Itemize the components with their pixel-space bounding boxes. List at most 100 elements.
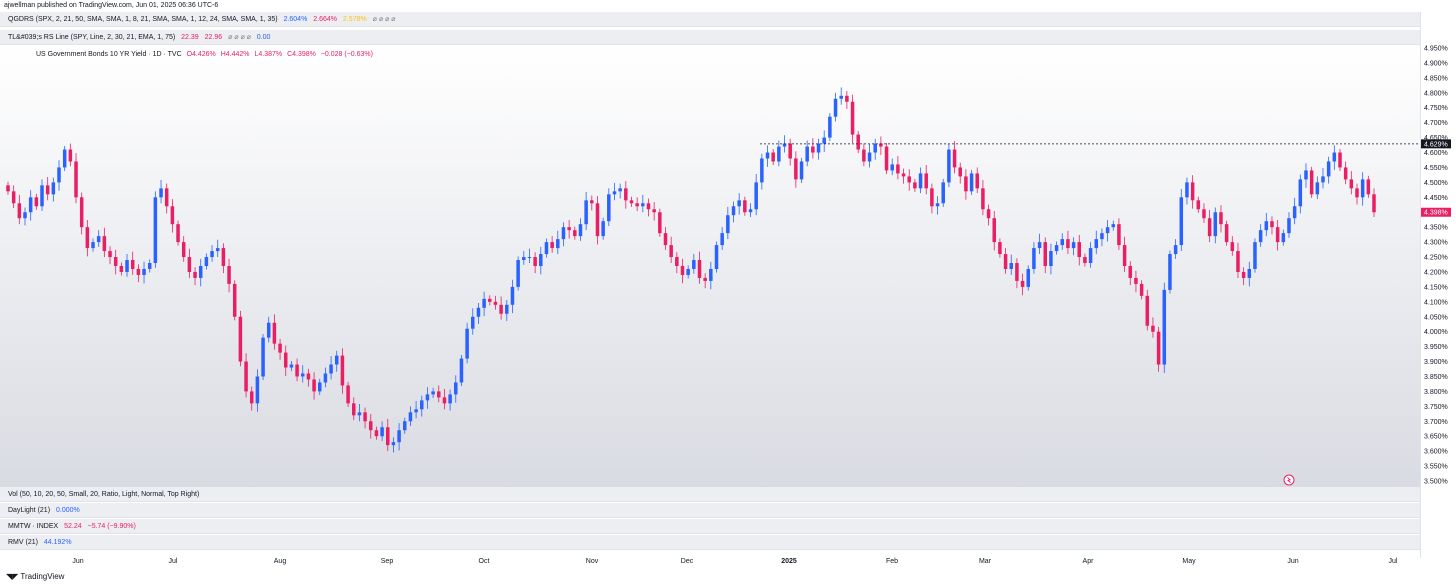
candle-body[interactable] [62,149,67,168]
candle-body[interactable] [1309,170,1314,195]
candle-body[interactable] [765,152,770,159]
candle-body[interactable] [374,430,379,437]
candle-body[interactable] [731,206,736,216]
candle-body[interactable] [91,242,95,249]
candle-body[interactable] [556,239,560,249]
candle-body[interactable] [1173,245,1178,255]
candle-body[interactable] [351,403,356,416]
candle-body[interactable] [403,421,407,431]
candle-body[interactable] [669,245,673,258]
candle-body[interactable] [720,233,724,246]
indicator-row-daylight[interactable]: DayLight (21) 0.000% [0,503,1420,518]
candle-body[interactable] [442,397,447,404]
candle-body[interactable] [34,197,39,207]
candle-body[interactable] [1190,182,1195,201]
candle-body[interactable] [368,421,373,431]
candle-body[interactable] [153,197,158,264]
main-chart[interactable]: 4.950% 4.900% 4.850% 4.800% 4.750% 4.700% 4.65… [0,45,1456,487]
candle-body[interactable] [748,209,753,213]
candle-body[interactable] [181,242,186,258]
candle-body[interactable] [646,203,651,210]
candle-body[interactable] [941,182,945,204]
candle-body[interactable] [6,185,10,192]
candle-body[interactable] [1037,242,1042,249]
candle-body[interactable] [40,185,44,207]
candle-body[interactable] [1043,242,1048,266]
candle-body[interactable] [1162,289,1167,365]
candle-body[interactable] [1196,200,1201,210]
candle-body[interactable] [74,161,78,198]
candle-body[interactable] [743,200,747,213]
candle-body[interactable] [544,242,549,255]
candle-body[interactable] [1224,224,1229,243]
candle-body[interactable] [1083,257,1087,264]
candle-body[interactable] [476,307,481,317]
candle-body[interactable] [1264,221,1269,231]
candle-body[interactable] [1230,242,1235,252]
candle-body[interactable] [459,358,464,383]
candle-body[interactable] [1236,251,1240,272]
candle-body[interactable] [1117,224,1121,246]
candle-body[interactable] [329,364,333,374]
candle-body[interactable] [164,188,169,207]
candle-body[interactable] [454,382,458,395]
candle-body[interactable] [283,352,288,368]
candle-body[interactable] [675,257,679,266]
candle-body[interactable] [516,260,520,287]
candle-body[interactable] [1315,182,1320,195]
candle-body[interactable] [1355,188,1359,198]
candle-body[interactable] [266,322,271,338]
candle-body[interactable] [1151,325,1155,332]
candle-body[interactable] [703,277,707,281]
candle-body[interactable] [969,173,974,192]
candle-body[interactable] [317,382,322,392]
candle-body[interactable] [510,286,515,305]
candle-body[interactable] [1343,167,1348,180]
candle-body[interactable] [1298,179,1303,207]
candle-body[interactable] [227,265,231,284]
candle-body[interactable] [159,188,163,198]
candle-body[interactable] [1105,227,1110,234]
candle-body[interactable] [1332,152,1337,162]
candle-body[interactable] [17,203,22,219]
candle-body[interactable] [357,412,362,416]
candle-body[interactable] [573,230,577,237]
candle-body[interactable] [1020,280,1025,287]
candle-body[interactable] [1060,239,1065,246]
candle-body[interactable] [635,203,639,207]
candle-body[interactable] [505,304,509,314]
candle-body[interactable] [896,164,900,174]
candle-body[interactable] [142,268,146,275]
candle-body[interactable] [85,227,90,249]
indicator-row-qgdrs[interactable]: QGDRS (SPX, 2, 21, 50, SMA, SMA, 1, 8, 2… [0,12,1420,27]
candle-body[interactable] [306,373,311,380]
candle-body[interactable] [867,152,872,162]
candle-body[interactable] [958,167,962,177]
candle-body[interactable] [1253,242,1257,269]
candle-body[interactable] [930,188,934,207]
candle-body[interactable] [1122,245,1127,266]
candle-body[interactable] [1026,268,1031,287]
candle-body[interactable] [272,322,277,344]
candle-body[interactable] [278,343,282,353]
candle-body[interactable] [493,301,498,305]
candle-body[interactable] [187,257,192,272]
candle-body[interactable] [584,200,588,225]
candle-body[interactable] [913,182,917,189]
candle-body[interactable] [1094,239,1099,249]
candle-body[interactable] [788,143,792,159]
candle-body[interactable] [45,185,50,195]
candle-body[interactable] [425,394,430,401]
candle-body[interactable] [1032,248,1036,269]
candle-body[interactable] [862,149,866,162]
replay-icon[interactable] [1283,474,1295,486]
candle-body[interactable] [998,242,1002,255]
candle-body[interactable] [828,116,832,138]
candle-body[interactable] [561,227,566,240]
candle-body[interactable] [992,218,996,243]
candle-body[interactable] [1372,194,1376,213]
candle-body[interactable] [1145,295,1150,326]
candle-body[interactable] [624,188,628,201]
candle-body[interactable] [578,224,583,237]
candle-body[interactable] [1009,263,1014,269]
